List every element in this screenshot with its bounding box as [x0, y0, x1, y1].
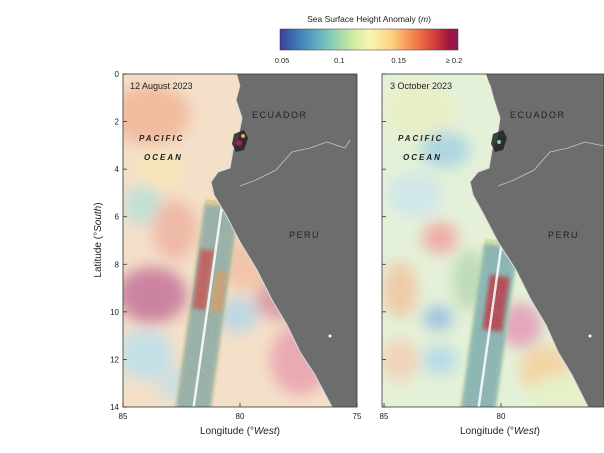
x-tick-label: 85	[119, 412, 128, 421]
panel-date: 3 October 2023	[390, 81, 452, 91]
x-tick-label: 80	[497, 412, 506, 421]
gulf-detail	[232, 130, 248, 152]
colorbar-title: Sea Surface Height Anomaly (m)	[307, 14, 431, 24]
y-tick-label: 12	[110, 355, 119, 364]
label-pacific: PACIFIC	[398, 134, 443, 143]
y-tick-label: 2	[115, 118, 120, 127]
label-pacific: PACIFIC	[139, 134, 184, 143]
colorbar-gradient	[279, 28, 459, 51]
x-axis-label-left: Longitude (°West)	[200, 426, 280, 437]
colorbar-tick-label: ≥ 0.2	[446, 56, 463, 65]
colorbar-tick-label: 0.1	[334, 56, 344, 65]
map-panel-right: 3 October 2023 ECUADOR PERU PACIFIC OCEA…	[381, 73, 604, 408]
label-peru: PERU	[289, 230, 320, 240]
x-tick-label: 75	[353, 412, 362, 421]
gulf-detail	[491, 130, 507, 152]
land-mass	[470, 74, 604, 407]
colorbar-tick-label: 0.05	[275, 56, 290, 65]
y-tick-label: 10	[110, 308, 119, 317]
x-tick-label: 80	[236, 412, 245, 421]
y-axis-label: Latitude (°South)	[93, 202, 104, 277]
colorbar-ticks: 0.05 0.1 0.15 ≥ 0.2	[275, 56, 463, 65]
label-ecuador: ECUADOR	[510, 110, 566, 120]
panel-date: 12 August 2023	[130, 81, 193, 91]
y-axis: 0 2 4 6 8 10 12 14	[110, 70, 386, 412]
colorbar: Sea Surface Height Anomaly (m) 0.05 0.1 0.…	[275, 14, 463, 65]
land-mass	[211, 74, 357, 407]
map-panel-left: 12 August 2023 ECUADOR PERU PACIFIC OCEA…	[122, 73, 358, 408]
border-line	[497, 141, 604, 187]
y-tick-label: 4	[115, 165, 120, 174]
coastline	[469, 84, 589, 407]
label-ocean: OCEAN	[403, 153, 442, 162]
x-axis-label-right: Longitude (°West)	[460, 426, 540, 437]
y-tick-label: 0	[115, 70, 120, 79]
border-line	[239, 139, 351, 187]
x-axis-right: 85 80	[380, 403, 506, 421]
y-tick-label: 8	[115, 260, 120, 269]
panel-frame	[381, 73, 604, 408]
colorbar-tick-label: 0.15	[391, 56, 406, 65]
y-tick-label: 6	[115, 213, 120, 222]
x-tick-label: 85	[380, 412, 389, 421]
coastline	[210, 84, 333, 407]
x-axis-left: 85 80 75	[119, 403, 362, 421]
y-tick-label: 14	[110, 403, 119, 412]
label-ocean: OCEAN	[144, 153, 183, 162]
label-ecuador: ECUADOR	[252, 110, 308, 120]
label-peru: PERU	[548, 230, 579, 240]
